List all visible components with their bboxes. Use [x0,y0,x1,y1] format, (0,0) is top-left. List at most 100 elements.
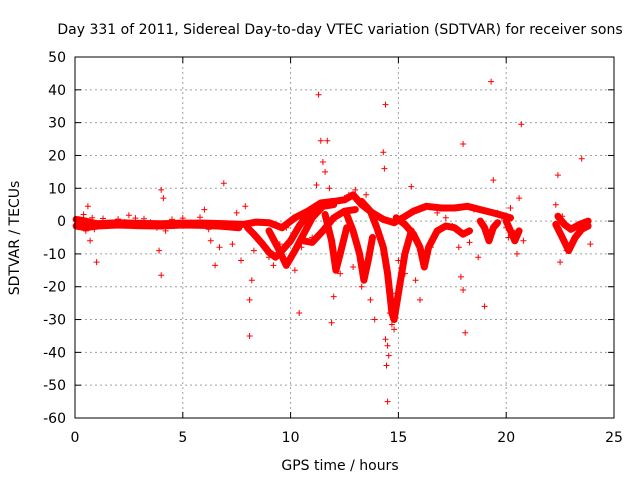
data-point [494,209,501,216]
data-point [442,214,449,221]
data-point [121,219,128,226]
data-point [158,272,165,279]
data-point [481,303,488,310]
data-point [385,352,392,359]
y-tick-label: 50 [48,50,66,66]
data-point [179,215,186,222]
data-point [511,229,518,236]
data-point [246,296,253,303]
data-point [266,254,272,261]
x-axis-label: GPS time / hours [281,458,398,474]
data-point [255,237,262,244]
data-point [162,227,169,234]
data-point [89,214,96,221]
data-point [383,362,390,369]
data-point [76,216,83,223]
data-point [207,237,214,244]
data-point [136,220,143,227]
data-point [386,310,393,316]
data-point [87,237,94,244]
data-point [106,219,113,226]
data-point [291,267,298,274]
y-tick-label: -30 [43,313,66,329]
y-tick-label: 0 [57,214,66,230]
data-point [382,101,389,108]
data-point [466,239,473,246]
data-point [460,287,467,293]
data-point [296,310,303,316]
data-point [276,241,283,248]
data-point [352,186,359,193]
data-point [516,195,523,202]
data-point [578,155,585,162]
data-point [498,214,505,221]
y-tick-label: -40 [43,345,66,361]
y-tick-labels: -60 -50 -40 -30 -20 -10 0 10 20 30 40 50 [43,50,66,427]
data-point [460,141,467,147]
y-tick-label: 30 [48,116,66,132]
data-point [514,250,520,257]
data-point [381,165,388,172]
data-point [388,321,395,328]
data-point [421,257,428,264]
data-point [587,241,594,248]
data-point [229,241,236,248]
y-tick-label: -60 [43,411,66,427]
data-point [270,262,277,269]
x-tick-label: 25 [605,430,623,446]
data-point [147,219,154,226]
y-tick-label: 10 [48,181,66,197]
data-trace [476,217,502,245]
data-point [583,221,589,228]
data-point [307,208,313,215]
y-tick-label: -50 [43,378,66,394]
data-point [132,215,139,222]
data-point [382,336,389,343]
chart-title: Day 331 of 2011, Sidereal Day-to-day VTE… [57,22,622,38]
data-point [490,177,497,184]
data-point [457,273,464,280]
data-point [462,329,469,336]
data-point [554,172,561,179]
data-point [559,213,566,220]
data-point [93,259,100,266]
data-trace [552,220,592,255]
data-point [384,342,391,349]
data-point [100,215,106,222]
data-point [395,257,402,264]
data-point [455,244,462,251]
data-point [169,216,175,223]
data-point [216,244,223,251]
data-point [341,195,348,202]
data-point [158,186,165,193]
data-point [317,137,324,144]
data-point [190,220,197,227]
x-tick-label: 0 [71,430,80,446]
data-point [332,250,339,257]
data-point [315,91,322,98]
data-trace [72,221,243,232]
data-point [376,214,382,221]
data-point [488,78,495,85]
data-point [557,259,564,266]
data-point [337,270,344,277]
data-point [324,137,331,144]
data-point [393,290,400,297]
data-point [563,247,570,254]
data-point [115,216,122,223]
data-point [427,244,434,251]
data-trace [502,217,523,245]
data-point [125,212,132,219]
x-tick-label: 20 [497,430,515,446]
data-trace [265,201,338,269]
data-point [309,234,316,241]
data-point [287,236,294,243]
data-point [412,277,419,284]
x-tick-label: 15 [389,430,407,446]
data-point [380,149,387,156]
data-point [220,180,227,187]
data-point [242,203,249,210]
y-tick-label: 20 [48,148,66,164]
data-point [313,182,320,188]
data-point [212,262,219,269]
